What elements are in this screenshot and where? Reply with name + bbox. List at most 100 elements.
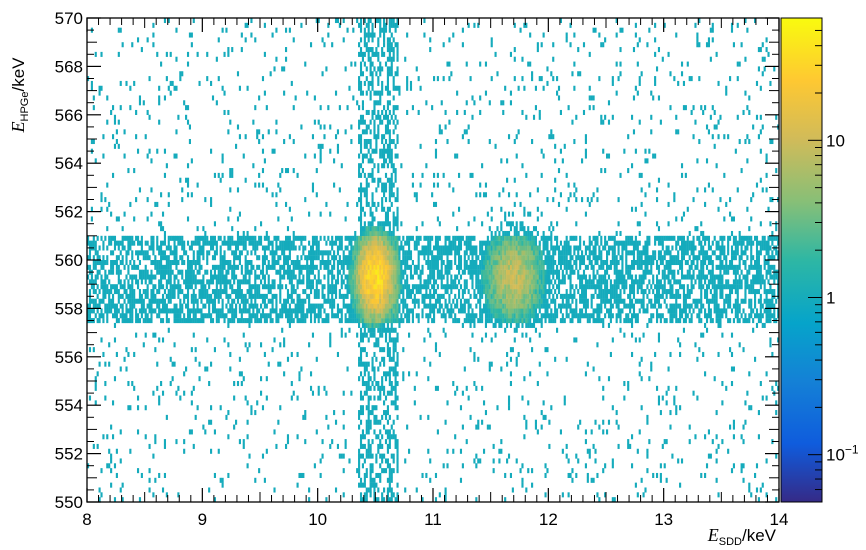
heatmap-cell [371,168,374,174]
heatmap-cell [417,318,420,324]
heatmap-cell [215,240,218,246]
heatmap-cell [507,298,511,304]
heatmap-cell [383,279,386,285]
heatmap-cell [242,240,245,246]
heatmap-cell [425,293,428,299]
heatmap-cell [507,269,511,275]
heatmap-cell [527,293,530,299]
heatmap-cell [361,269,364,275]
heatmap-cell [94,381,97,387]
heatmap-cell [496,284,499,290]
heatmap-cell [352,250,355,256]
heatmap-cell [415,245,418,251]
heatmap-cell [131,279,134,285]
heatmap-cell [296,293,299,299]
heatmap-cell [369,80,372,86]
heatmap-cell [369,463,372,469]
heatmap-cell [210,274,213,280]
heatmap-cell [433,269,436,275]
heatmap-cell [406,240,409,246]
heatmap-cell [515,303,518,309]
heatmap-cell [490,318,493,324]
heatmap-cell [371,318,374,324]
heatmap-cell [227,47,230,53]
heatmap-cell [311,264,315,270]
heatmap-cell [221,85,224,91]
heatmap-cell [173,313,176,319]
heatmap-cell [263,250,266,256]
heatmap-cell [242,318,245,324]
heatmap-cell [188,279,191,285]
heatmap-cell [338,293,341,299]
heatmap-cell [313,250,316,256]
heatmap-cell [365,303,368,309]
heatmap-cell [540,211,543,217]
heatmap-cell [117,274,120,280]
heatmap-cell [192,240,195,246]
heatmap-cell [400,274,403,280]
heatmap-cell [181,274,184,280]
heatmap-cell [386,293,389,299]
heatmap-cell [346,274,349,280]
heatmap-cell [250,264,253,270]
heatmap-cell [319,308,322,314]
heatmap-cell [363,308,366,314]
heatmap-cell [484,332,488,338]
heatmap-cell [500,322,503,328]
heatmap-cell [446,400,449,406]
heatmap-cell [160,245,163,251]
heatmap-cell [129,284,132,290]
heatmap-cell [163,439,167,445]
heatmap-cell [408,245,411,251]
heatmap-cell [383,318,386,324]
heatmap-cell [133,216,136,222]
heatmap-cell [546,235,549,241]
heatmap-cell [160,279,163,285]
heatmap-cell [359,114,363,120]
heatmap-cell [550,255,553,261]
heatmap-cell [269,250,272,256]
heatmap-cell [100,85,103,91]
heatmap-cell [160,255,163,261]
heatmap-cell [104,289,107,295]
heatmap-cell [100,260,103,266]
heatmap-cell [146,284,149,290]
heatmap-cell [336,148,340,154]
heatmap-cell [521,279,524,285]
heatmap-cell [507,260,511,266]
heatmap-cell [532,114,536,120]
heatmap-cell [133,80,136,86]
heatmap-cell [215,274,218,280]
heatmap-cell [173,85,176,91]
heatmap-cell [356,264,359,270]
heatmap-cell [542,153,545,159]
heatmap-cell [388,143,391,149]
heatmap-cell [136,395,140,401]
heatmap-cell [356,245,359,251]
heatmap-cell [473,356,476,362]
heatmap-cell [377,342,380,348]
heatmap-cell [509,274,513,280]
heatmap-cell [227,472,230,478]
heatmap-cell [319,124,322,130]
heatmap-cell [190,298,193,304]
heatmap-cell [104,284,107,290]
heatmap-cell [110,289,113,295]
heatmap-cell [292,298,295,304]
heatmap-cell [213,255,216,261]
heatmap-cell [509,269,513,275]
heatmap-cell [290,395,293,401]
heatmap-cell [131,274,134,280]
heatmap-cell [186,279,190,285]
heatmap-cell [394,269,397,275]
heatmap-cell [231,240,234,246]
heatmap-cell [386,143,389,149]
heatmap-cell [200,308,203,314]
heatmap-cell [242,235,245,241]
heatmap-cell [529,303,532,309]
heatmap-cell [92,308,95,314]
heatmap-cell [260,235,263,241]
heatmap-cell [452,298,455,304]
heatmap-cell [356,274,359,280]
heatmap-cell [106,226,109,232]
